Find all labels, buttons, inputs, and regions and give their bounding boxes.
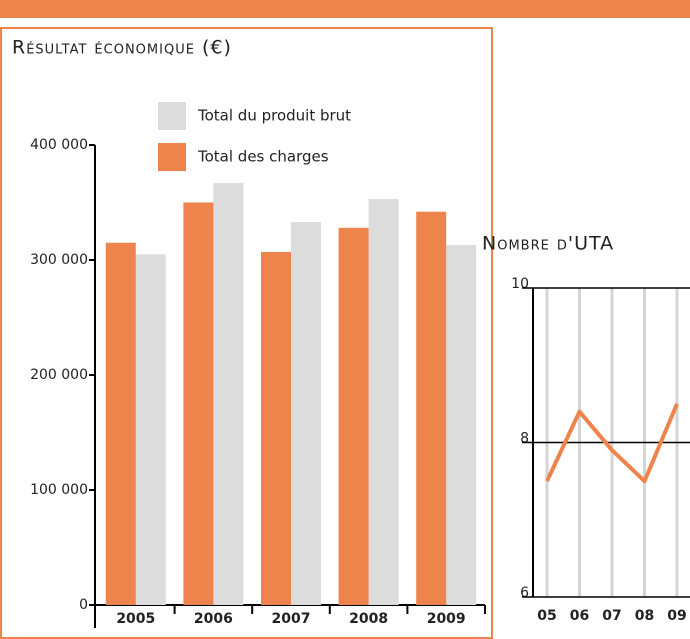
y-tick-label: 10 bbox=[511, 276, 529, 292]
x-tick-label: 2008 bbox=[349, 611, 388, 627]
legend-swatch bbox=[158, 143, 186, 171]
y-tick-label: 200 000 bbox=[30, 367, 88, 383]
x-tick-label: 07 bbox=[602, 608, 621, 624]
x-tick-label: 2006 bbox=[194, 611, 233, 627]
line bbox=[545, 403, 679, 484]
bar bbox=[261, 251, 291, 605]
bar bbox=[416, 211, 447, 605]
chart-title: Résultat économique (€) bbox=[12, 37, 232, 59]
x-tick-label: 05 bbox=[537, 608, 556, 624]
legend-swatch bbox=[158, 102, 186, 130]
bar bbox=[183, 202, 214, 605]
x-tick-label: 2007 bbox=[272, 611, 311, 627]
legend-label: Total des charges bbox=[197, 148, 329, 166]
y-tick-label: 400 000 bbox=[30, 137, 88, 153]
banner bbox=[0, 0, 690, 18]
bar bbox=[338, 227, 369, 606]
bar bbox=[291, 222, 321, 606]
x-tick-label: 09 bbox=[667, 608, 686, 624]
bar bbox=[446, 245, 477, 606]
legend-label: Total du produit brut bbox=[197, 107, 351, 125]
x-tick-label: 2009 bbox=[427, 611, 466, 627]
bar bbox=[368, 199, 399, 606]
bar bbox=[105, 242, 136, 605]
y-tick-label: 6 bbox=[520, 585, 529, 601]
x-tick-label: 2005 bbox=[116, 611, 155, 627]
y-tick-label: 0 bbox=[79, 597, 88, 613]
y-tick-label: 300 000 bbox=[30, 252, 88, 268]
y-tick-label: 100 000 bbox=[30, 482, 88, 498]
chart-title: Nombre d'UTA bbox=[482, 233, 614, 255]
bar bbox=[135, 254, 166, 605]
y-tick-label: 8 bbox=[520, 431, 529, 447]
x-tick-label: 08 bbox=[635, 608, 654, 624]
chart-frame bbox=[0, 27, 493, 639]
bar bbox=[213, 182, 244, 605]
x-tick-label: 06 bbox=[570, 608, 589, 624]
